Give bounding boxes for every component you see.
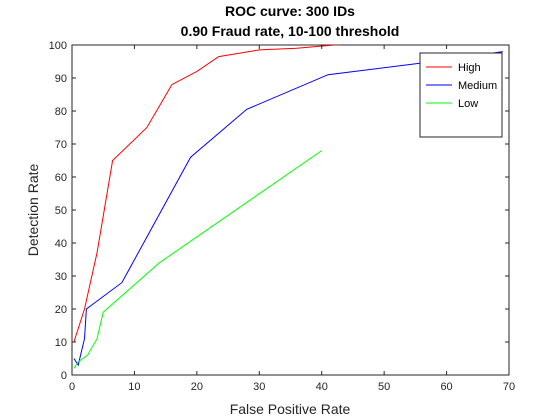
- series-line-low: [73, 150, 322, 369]
- y-tick-label: 90: [55, 73, 67, 85]
- x-axis-ticks: 0 10 20 30 40 50 60 70: [69, 45, 515, 393]
- x-tick-label: 10: [128, 381, 140, 393]
- y-tick-label: 60: [55, 172, 67, 184]
- series-layer: [73, 45, 503, 369]
- series-line-medium: [73, 51, 503, 367]
- y-tick-label: 50: [55, 205, 67, 217]
- y-tick-label: 40: [55, 238, 67, 250]
- x-tick-label: 40: [316, 381, 328, 393]
- y-tick-label: 80: [55, 106, 67, 118]
- x-tick-label: 20: [191, 381, 203, 393]
- y-axis-ticks: 0 10 20 30 40 50 60 70 80 90 100: [49, 40, 509, 382]
- y-tick-label: 20: [55, 304, 67, 316]
- legend-label-low: Low: [458, 98, 478, 110]
- x-tick-label: 0: [69, 381, 75, 393]
- legend-label-high: High: [458, 62, 481, 74]
- y-tick-label: 30: [55, 271, 67, 283]
- x-axis-label: False Positive Rate: [230, 401, 351, 417]
- y-tick-label: 0: [61, 370, 67, 382]
- y-axis-label: Detection Rate: [25, 163, 41, 256]
- x-tick-label: 30: [253, 381, 265, 393]
- series-line-high: [73, 45, 341, 343]
- x-tick-label: 60: [440, 381, 452, 393]
- x-tick-label: 70: [503, 381, 515, 393]
- y-tick-label: 70: [55, 139, 67, 151]
- legend: High Medium Low: [419, 52, 503, 138]
- x-tick-label: 50: [378, 381, 390, 393]
- legend-label-medium: Medium: [458, 80, 497, 92]
- y-tick-label: 100: [49, 40, 67, 52]
- chart-title: ROC curve: 300 IDs: [225, 3, 355, 19]
- y-tick-label: 10: [55, 337, 67, 349]
- chart-subtitle: 0.90 Fraud rate, 10-100 threshold: [181, 23, 400, 39]
